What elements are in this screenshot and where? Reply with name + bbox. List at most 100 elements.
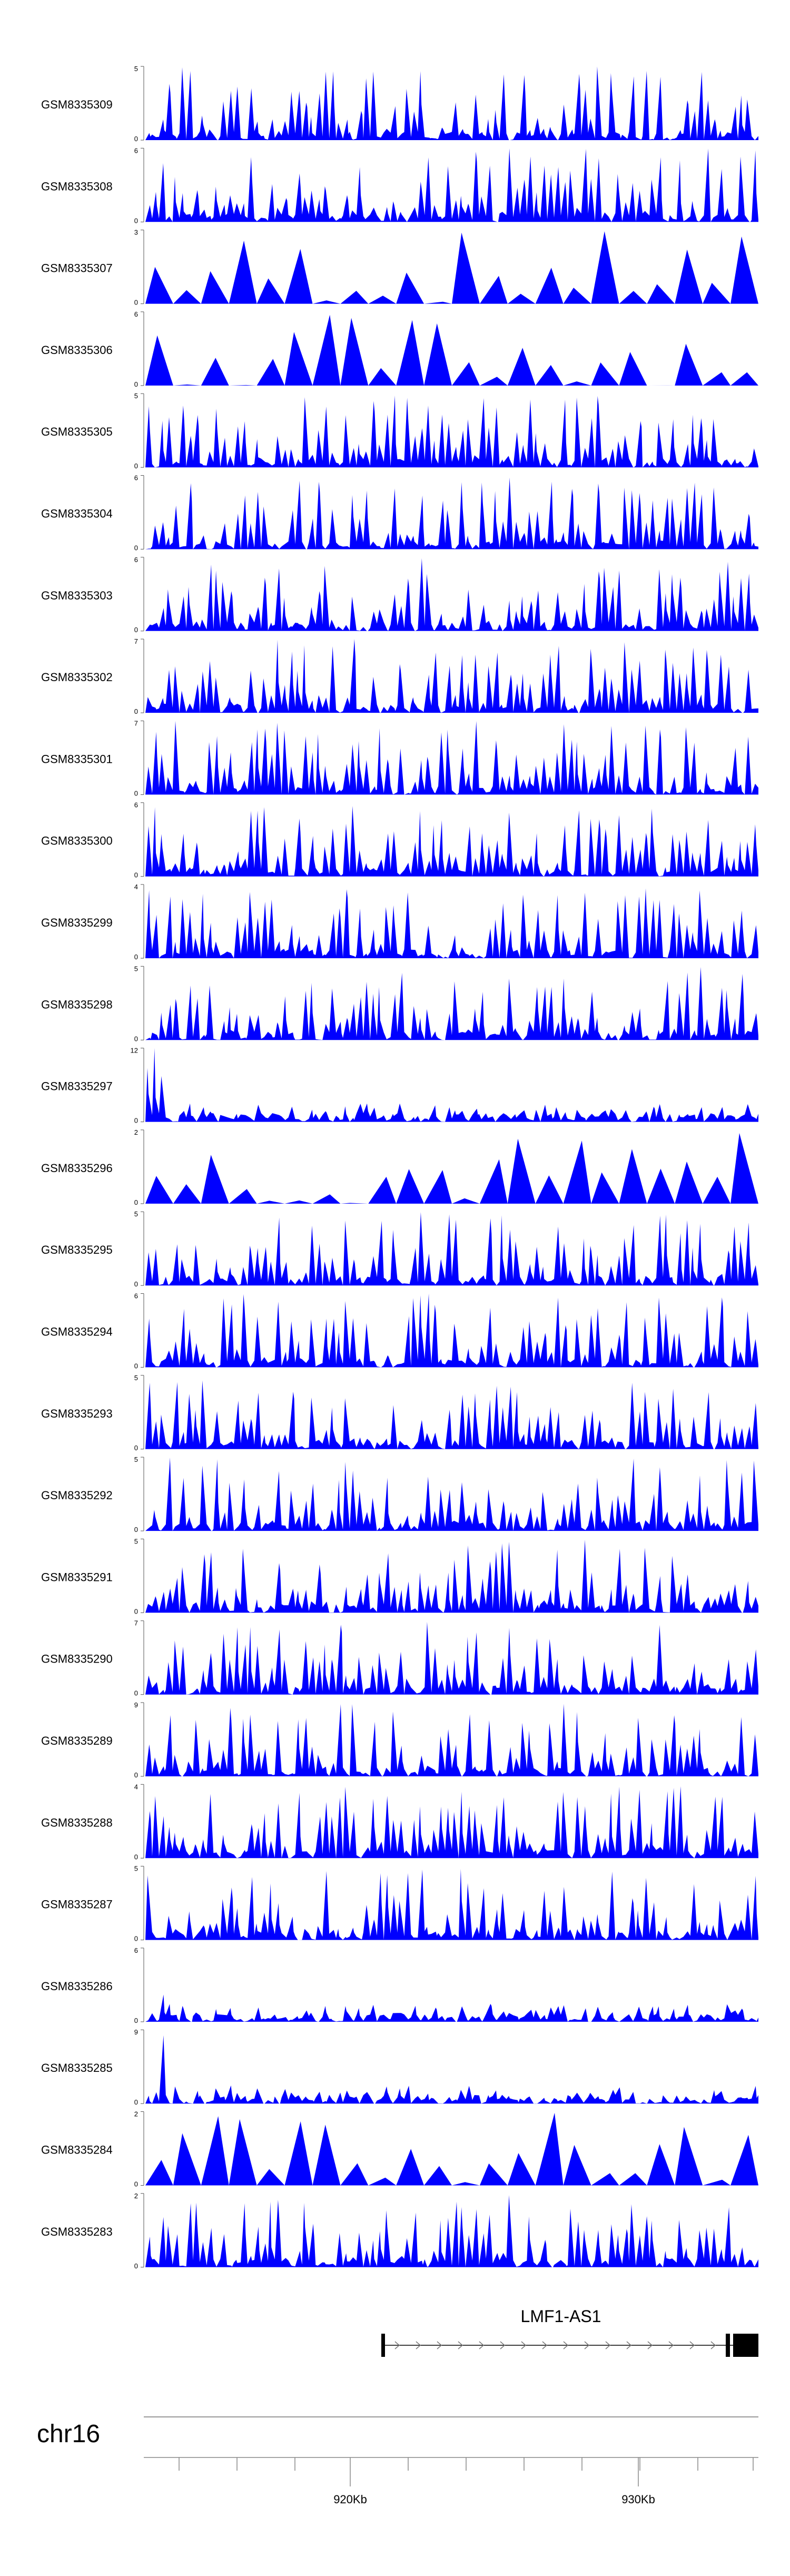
track-ymax-label: 6 (134, 801, 138, 809)
strand-arrow (605, 2341, 611, 2349)
track-label: GSM8335302 (41, 671, 113, 684)
strand-arrow (647, 2341, 653, 2349)
track-label: GSM8335306 (41, 343, 113, 357)
track-ymax-label: 5 (134, 1537, 138, 1545)
strand-arrow (479, 2341, 485, 2349)
signal-area (145, 888, 758, 958)
track-label: GSM8335296 (41, 1162, 113, 1175)
track-ymin-label: 0 (134, 1198, 138, 1206)
track-ymin-label: 0 (134, 2262, 138, 2270)
signal-area (145, 1212, 758, 1286)
signal-area (145, 1869, 758, 1940)
track-label: GSM8335308 (41, 180, 113, 193)
gene-exon (733, 2334, 758, 2357)
strand-arrow (521, 2341, 527, 2349)
track-GSM8335294: GSM8335294 6 0 (41, 1292, 758, 1370)
track-ymax-label: 6 (134, 556, 138, 564)
track-label: GSM8335301 (41, 752, 113, 765)
track-ymin-label: 0 (134, 1444, 138, 1452)
strand-arrow (689, 2341, 695, 2349)
track-ymin-label: 0 (134, 1771, 138, 1779)
signal-area (145, 558, 758, 631)
track-GSM8335290: GSM8335290 7 0 (41, 1619, 758, 1697)
track-label: GSM8335307 (41, 262, 113, 275)
track-GSM8335284: GSM8335284 2 0 (41, 2110, 758, 2188)
gene-model (381, 2334, 758, 2357)
signal-area (145, 1539, 758, 1613)
signal-area (145, 1293, 758, 1368)
track-GSM8335295: GSM8335295 5 0 (41, 1210, 758, 1288)
signal-area (145, 2195, 758, 2267)
track-ymin-label: 0 (134, 626, 138, 634)
track-ymin-label: 0 (134, 1526, 138, 1533)
track-label: GSM8335300 (41, 834, 113, 848)
gene-exon (726, 2334, 730, 2357)
track-GSM8335298: GSM8335298 5 0 (41, 965, 758, 1043)
signal-area (145, 314, 758, 386)
track-GSM8335307: GSM8335307 3 0 (41, 229, 758, 307)
strand-arrow (710, 2341, 716, 2349)
track-ymax-label: 5 (134, 65, 138, 73)
track-GSM8335297: GSM8335297 12 0 (41, 1047, 758, 1125)
track-label: GSM8335299 (41, 916, 113, 929)
track-ymin-label: 0 (134, 544, 138, 552)
track-GSM8335305: GSM8335305 5 0 (41, 392, 758, 470)
signal-area (145, 148, 758, 222)
gene-exon (381, 2334, 385, 2357)
signal-area (145, 1048, 758, 1122)
track-ymax-label: 3 (134, 229, 138, 237)
signal-area (145, 2035, 758, 2104)
track-ymax-label: 5 (134, 1456, 138, 1463)
track-GSM8335293: GSM8335293 5 0 (41, 1374, 758, 1452)
track-ymax-label: 4 (134, 883, 138, 891)
track-label: GSM8335290 (41, 1653, 113, 1666)
track-ymin-label: 0 (134, 1362, 138, 1370)
track-label: GSM8335291 (41, 1570, 113, 1584)
signal-area (145, 1457, 758, 1531)
track-ymin-label: 0 (134, 707, 138, 715)
track-label: GSM8335287 (41, 1898, 113, 1911)
chromosome-label: chr16 (37, 2420, 100, 2448)
track-GSM8335300: GSM8335300 6 0 (41, 801, 758, 879)
track-ymax-label: 5 (134, 392, 138, 400)
track-ymin-label: 0 (134, 1689, 138, 1697)
signal-area (145, 477, 758, 549)
track-ymin-label: 0 (134, 217, 138, 224)
track-GSM8335291: GSM8335291 5 0 (41, 1537, 758, 1615)
track-label: GSM8335305 (41, 425, 113, 438)
track-ymin-label: 0 (134, 1280, 138, 1288)
strand-arrow (416, 2341, 421, 2349)
track-label: GSM8335303 (41, 589, 113, 602)
gene-track: LMF1-AS1 (381, 2307, 758, 2357)
track-GSM8335301: GSM8335301 7 0 (41, 719, 758, 797)
signal-area (145, 66, 758, 140)
strand-arrow (563, 2341, 569, 2349)
track-ymax-label: 6 (134, 310, 138, 318)
signal-area (145, 1621, 758, 1695)
genome-axis: chr16 920Kb 930Kb (37, 2416, 758, 2506)
signal-area (145, 1133, 758, 1204)
signal-area (145, 395, 758, 468)
track-ymax-label: 7 (134, 719, 138, 727)
axis-lines: 920Kb 930Kb (144, 2416, 758, 2506)
track-ymax-label: 4 (134, 1783, 138, 1791)
track-label: GSM8335304 (41, 507, 113, 520)
track-label: GSM8335293 (41, 1407, 113, 1420)
track-label: GSM8335284 (41, 2144, 113, 2157)
signal-area (145, 1380, 758, 1449)
track-label: GSM8335309 (41, 98, 113, 111)
strand-arrow (458, 2341, 463, 2349)
track-ymin-label: 0 (134, 2180, 138, 2188)
track-ymin-label: 0 (134, 871, 138, 879)
strand-arrow (626, 2341, 632, 2349)
signal-area (145, 639, 758, 713)
track-ymin-label: 0 (134, 2098, 138, 2106)
strand-arrow (584, 2341, 590, 2349)
strand-arrow (394, 2341, 400, 2349)
track-ymax-label: 2 (134, 1128, 138, 1136)
strand-arrow (437, 2341, 442, 2349)
signal-area (145, 967, 758, 1040)
track-GSM8335309: GSM8335309 5 0 (41, 65, 758, 143)
track-GSM8335308: GSM8335308 6 0 (41, 146, 758, 224)
track-ymin-label: 0 (134, 299, 138, 307)
